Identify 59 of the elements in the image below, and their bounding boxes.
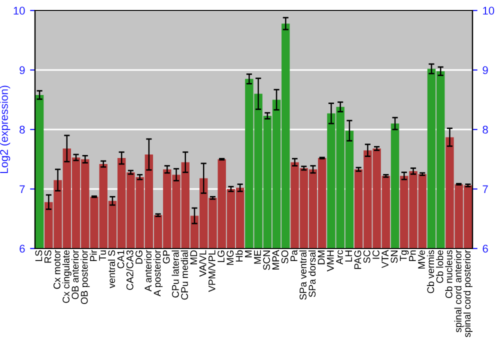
x-tick-label: Cb nucleus bbox=[445, 250, 452, 298]
x-tick-label: Pn bbox=[409, 250, 416, 261]
x-tick-label: MPA bbox=[272, 250, 280, 270]
x-tick-label: VPM/VPL bbox=[208, 250, 216, 292]
x-tick-label: VTA bbox=[382, 250, 388, 268]
x-tick-label: Cx cingulate bbox=[62, 250, 72, 303]
x-tick-label: Cb vermis bbox=[426, 250, 434, 294]
x-tick-label: SO bbox=[281, 250, 288, 264]
x-tick-label: PAG bbox=[354, 250, 362, 269]
x-tick-label: M bbox=[245, 250, 252, 258]
x-tick-label: SPa dorsal bbox=[308, 250, 316, 297]
x-tick-label: LG bbox=[218, 250, 224, 262]
y2-tick-label: 9 bbox=[482, 66, 488, 74]
y-tick-label: 6 bbox=[20, 244, 25, 253]
x-tick-label: VMH bbox=[327, 250, 334, 272]
x-tick-label: VA/VL bbox=[199, 250, 206, 277]
x-tick-label: DM bbox=[318, 250, 325, 264]
x-tick-label: OB anterior bbox=[71, 250, 79, 300]
x-tick-label: spinal cord posterior bbox=[463, 250, 472, 338]
x-tick-label: SC bbox=[363, 250, 370, 263]
x-tick-label: CA2/CA3 bbox=[126, 250, 134, 290]
y-tick-label: 7 bbox=[20, 185, 25, 194]
x-tick-label: Cx motor bbox=[54, 250, 60, 289]
x-tick-label: Cb lobe bbox=[436, 250, 444, 283]
x-tick-label: MG bbox=[226, 250, 234, 265]
y-tick-label: 9 bbox=[20, 66, 25, 74]
x-tick-label: Tg bbox=[400, 250, 409, 262]
x-tick-label: spinal cord anterior bbox=[454, 250, 464, 332]
x-tick-label: Pa bbox=[290, 250, 298, 261]
x-tick-label: A anterior bbox=[144, 250, 152, 292]
x-tick-label: LS bbox=[35, 250, 42, 261]
x-tick-label: Hb bbox=[236, 250, 243, 262]
y2-tick-label: 8 bbox=[482, 126, 488, 134]
x-tick-label: OB posterior bbox=[80, 250, 90, 304]
x-tick-label: CPu lateral bbox=[172, 250, 179, 298]
y-tick-label: 8 bbox=[20, 126, 25, 134]
x-tick-label: ME bbox=[254, 250, 261, 264]
x-tick-label: A posterior bbox=[154, 250, 163, 296]
x-tick-label: SPa ventral bbox=[299, 250, 306, 300]
y2-tick-label: 7 bbox=[482, 185, 488, 194]
x-tick-label: Pir bbox=[90, 250, 97, 261]
x-tick-label: ventral S bbox=[108, 250, 116, 288]
x-tick-label: SCN bbox=[263, 250, 270, 270]
x-tick-label: Tu bbox=[99, 250, 106, 261]
y2-tick-label: 6 bbox=[482, 244, 488, 253]
x-tick-label: MD bbox=[190, 250, 198, 264]
x-tick-label: IC bbox=[372, 250, 380, 259]
y2-tick-label: 10 bbox=[483, 6, 494, 15]
y-axis-title: Log2 (expression) bbox=[0, 86, 10, 174]
x-tick-label: DG bbox=[136, 250, 142, 264]
x-tick-label: LH bbox=[345, 250, 352, 262]
x-tick-label: RS bbox=[44, 250, 52, 263]
x-tick-label: GP bbox=[162, 250, 170, 264]
x-tick-label: CA1 bbox=[117, 250, 124, 268]
x-tick-label: SN bbox=[390, 250, 398, 263]
y-tick-label: 10 bbox=[14, 6, 25, 15]
x-tick-label: Arc bbox=[336, 250, 343, 264]
x-tick-label: MVe bbox=[418, 250, 425, 269]
x-tick-label: CPu medial bbox=[180, 250, 188, 300]
